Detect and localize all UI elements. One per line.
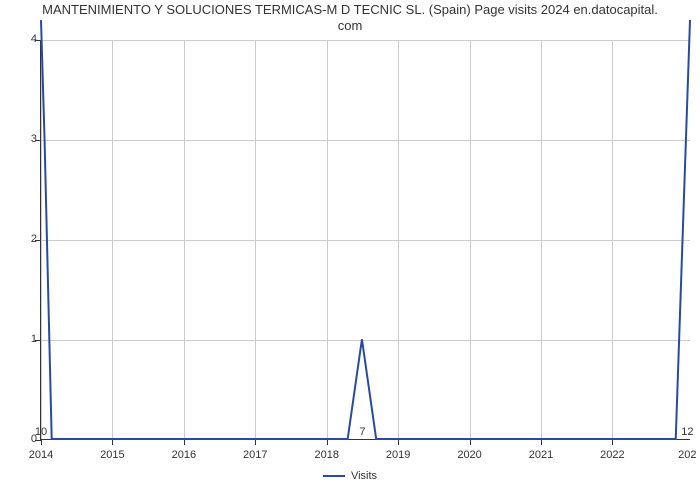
x-tick-label: 202: [678, 449, 696, 461]
x-tick-label: 2015: [100, 449, 124, 461]
series-layer: [41, 40, 690, 439]
y-tick-label: 3: [17, 133, 37, 145]
legend: Visits: [0, 470, 700, 482]
series-line-visits: [41, 20, 690, 439]
x-tick-label: 2022: [600, 449, 624, 461]
data-annotation: 12: [681, 426, 693, 438]
data-annotation: 10: [35, 426, 47, 438]
x-tick-label: 2019: [386, 449, 410, 461]
legend-swatch: [323, 475, 345, 477]
y-tick-label: 2: [17, 233, 37, 245]
plot-area: 2014201520162017201820192020202120222020…: [40, 40, 690, 440]
x-tick-label: 2021: [529, 449, 553, 461]
x-tick-label: 2016: [172, 449, 196, 461]
x-tick-label: 2020: [457, 449, 481, 461]
y-tick-label: 4: [17, 33, 37, 45]
x-tick-label: 2018: [314, 449, 338, 461]
y-tick-label: 1: [17, 333, 37, 345]
x-tick-label: 2017: [243, 449, 267, 461]
legend-label: Visits: [351, 470, 377, 482]
x-tick: [41, 439, 42, 445]
chart-title: MANTENIMIENTO Y SOLUCIONES TERMICAS-M D …: [0, 2, 700, 35]
data-annotation: 7: [359, 426, 365, 438]
x-tick-label: 2014: [29, 449, 53, 461]
